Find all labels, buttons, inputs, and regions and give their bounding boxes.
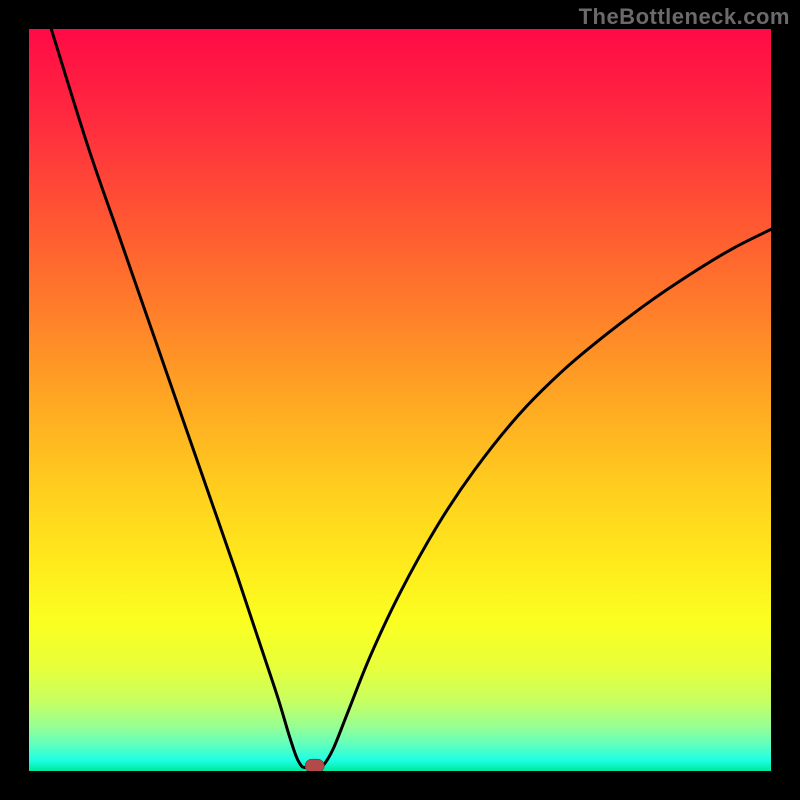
chart-frame: TheBottleneck.com	[0, 0, 800, 800]
plot-background	[29, 29, 771, 771]
watermark-text: TheBottleneck.com	[579, 4, 790, 30]
vertex-marker	[305, 759, 324, 771]
bottleneck-chart	[29, 29, 771, 771]
